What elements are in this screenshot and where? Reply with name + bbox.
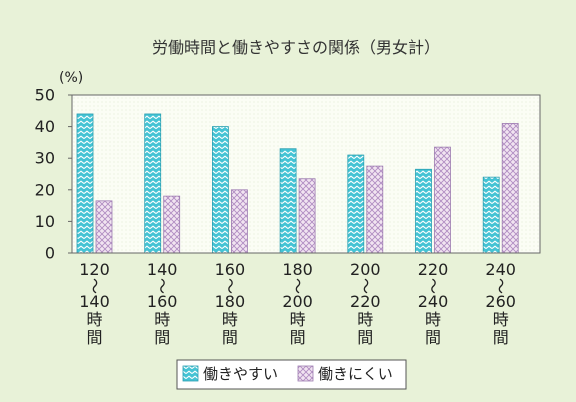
legend: 働きやすい 働きにくい [176, 359, 407, 390]
bar-series-2-category-5 [366, 165, 384, 254]
bar-series-2-category-2 [163, 195, 181, 254]
x-tick-label-part: 間 [425, 328, 441, 347]
legend-swatch [182, 365, 199, 382]
x-tick-label-part: 間 [222, 328, 238, 347]
bar-series-1-category-7 [482, 176, 500, 254]
bar-series-1-category-6 [415, 168, 432, 254]
x-tick-label-part: 140 [147, 260, 178, 279]
bar-series-1-category-3 [211, 126, 229, 254]
y-axis-unit-label: (%) [59, 70, 83, 86]
x-tick-label-part: 時 [493, 310, 509, 329]
x-tick-label-range-mark: 〜 [153, 278, 172, 294]
bar-series-1-category-1 [76, 113, 94, 254]
x-tick-label-part: 260 [485, 292, 516, 311]
x-tick-label-part: 240 [485, 260, 516, 279]
legend-label: 働きにくい [318, 365, 393, 383]
bar-series-1-category-5 [347, 154, 365, 254]
legend-items: 働きやすい 働きにくい [182, 365, 393, 383]
chart-title: 労働時間と働きやすさの関係（男女計） [152, 38, 440, 57]
x-tick-label-part: 時 [86, 310, 102, 329]
x-tick-label-part: 180 [215, 292, 246, 311]
x-tick-label-part: 140 [79, 292, 110, 311]
x-tick-label-part: 160 [147, 292, 178, 311]
y-tick-label: 50 [35, 86, 55, 105]
x-tick-label-part: 時 [222, 310, 238, 329]
y-tick-label: 0 [45, 244, 55, 263]
x-tick-label-part: 時 [290, 310, 306, 329]
bar-series-2-category-6 [434, 146, 451, 254]
bar-series-2-category-3 [230, 189, 248, 254]
legend-swatch [297, 365, 314, 382]
x-tick-label-range-mark: 〜 [356, 278, 375, 294]
x-tick-label-part: 220 [350, 292, 381, 311]
x-tick-label-part: 180 [282, 260, 313, 279]
x-tick-label-part: 200 [350, 260, 381, 279]
x-tick-label-range-mark: 〜 [424, 278, 443, 294]
bar-series-1-category-2 [144, 113, 162, 254]
x-tick-label-range-mark: 〜 [85, 278, 104, 294]
y-tick-label: 30 [35, 149, 55, 168]
x-tick-label-part: 220 [418, 260, 449, 279]
x-tick-label-part: 時 [425, 310, 441, 329]
y-axis: 0 10 20 30 40 50 [35, 86, 72, 263]
x-tick-label-range-mark: 〜 [491, 278, 510, 294]
x-tick-label-part: 120 [79, 260, 110, 279]
x-axis: 120〜140時間140〜160時間160〜180時間180〜200時間200〜… [79, 260, 516, 347]
x-tick-label-range-mark: 〜 [288, 278, 307, 294]
x-tick-label-part: 間 [290, 328, 306, 347]
x-tick-label-part: 240 [418, 292, 449, 311]
legend-label: 働きやすい [203, 365, 278, 383]
legend-box [176, 359, 407, 390]
x-tick-label-part: 時 [154, 310, 170, 329]
x-tick-label-part: 間 [357, 328, 373, 347]
bar-series-2-category-7 [501, 123, 519, 254]
x-tick-label-part: 間 [86, 328, 102, 347]
x-tick-label-part: 時 [357, 310, 373, 329]
x-tick-label-range-mark: 〜 [220, 278, 239, 294]
y-tick-label: 40 [35, 117, 55, 136]
x-tick-label-part: 200 [282, 292, 313, 311]
bar-series-2-category-4 [298, 178, 316, 254]
y-tick-label: 10 [35, 212, 55, 231]
x-tick-label-part: 160 [215, 260, 246, 279]
plot-frame [71, 94, 541, 254]
y-tick-label: 20 [35, 180, 55, 199]
bar-series-2-category-1 [95, 200, 113, 254]
x-tick-label-part: 間 [154, 328, 170, 347]
bar-series-1-category-4 [279, 148, 297, 254]
bars [76, 113, 519, 254]
x-tick-label-part: 間 [493, 328, 509, 347]
